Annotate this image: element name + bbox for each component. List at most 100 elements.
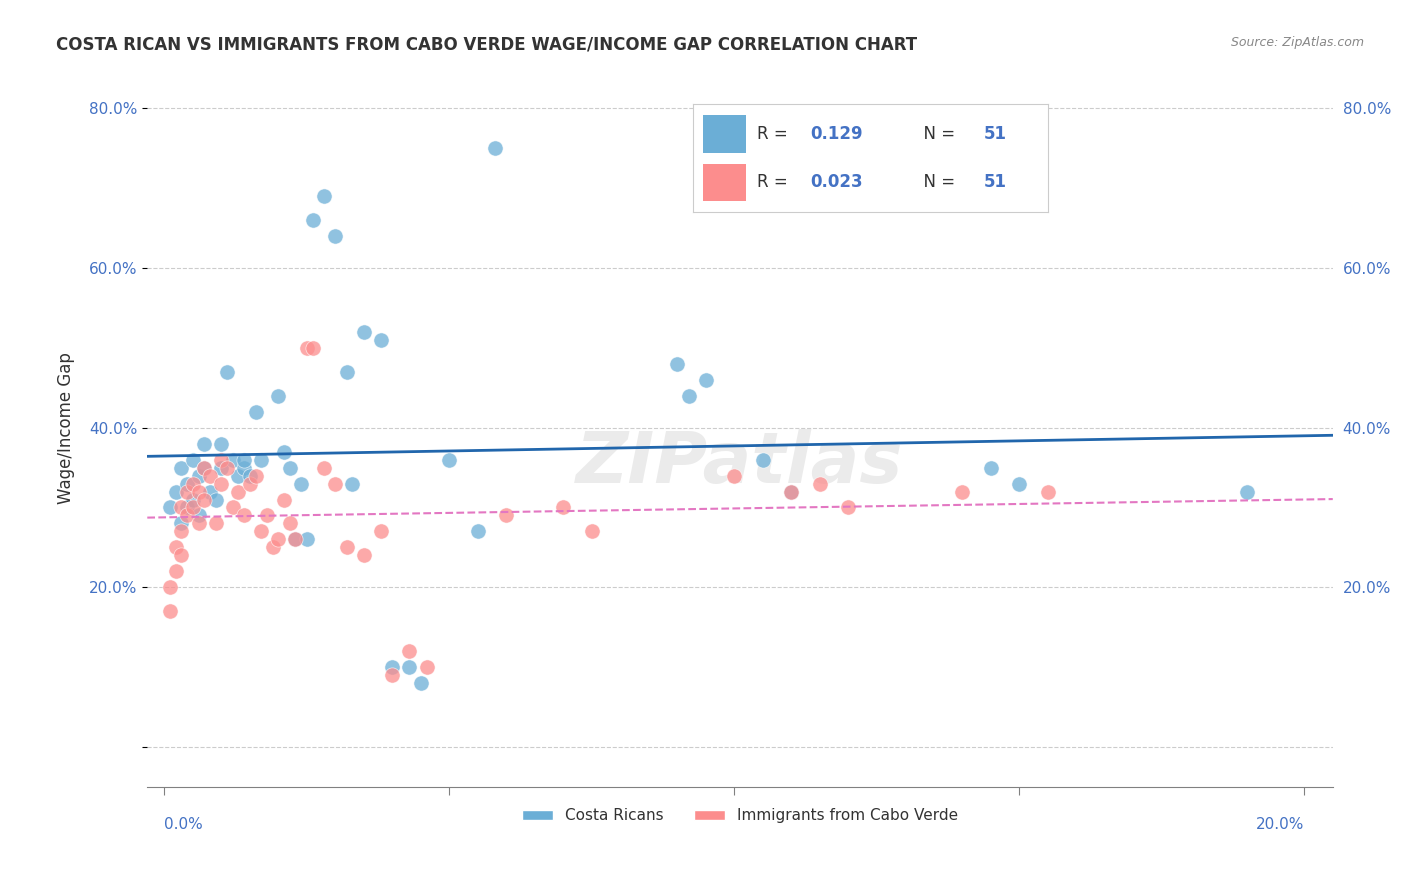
Point <box>752 452 775 467</box>
Point <box>666 357 689 371</box>
Point <box>193 492 215 507</box>
Point <box>312 460 335 475</box>
Point <box>267 389 290 403</box>
Point <box>187 484 209 499</box>
Point <box>342 476 364 491</box>
Point <box>193 436 215 450</box>
Point <box>301 213 323 227</box>
Point <box>233 460 256 475</box>
Point <box>193 460 215 475</box>
Point <box>262 541 284 555</box>
Point <box>1008 476 1031 491</box>
Point <box>312 189 335 203</box>
Point <box>1036 484 1059 499</box>
Point <box>209 436 232 450</box>
Point <box>336 365 359 379</box>
Point <box>336 541 359 555</box>
Point <box>228 468 250 483</box>
Point <box>678 389 700 403</box>
Point <box>209 476 232 491</box>
Point <box>176 500 198 515</box>
Point <box>723 468 745 483</box>
Point <box>301 341 323 355</box>
Point <box>170 549 193 563</box>
Point <box>398 644 420 658</box>
Point <box>295 533 318 547</box>
Point <box>181 476 204 491</box>
Point <box>198 468 221 483</box>
Point <box>228 484 250 499</box>
Point <box>176 508 198 523</box>
Legend: Costa Ricans, Immigrants from Cabo Verde: Costa Ricans, Immigrants from Cabo Verde <box>516 802 965 830</box>
Point <box>181 492 204 507</box>
Point <box>245 468 267 483</box>
Point <box>381 668 404 682</box>
Point <box>181 500 204 515</box>
Point <box>250 524 273 539</box>
Point <box>837 500 859 515</box>
Point <box>409 676 432 690</box>
Point <box>170 500 193 515</box>
Point <box>780 484 803 499</box>
Point <box>553 500 575 515</box>
Point <box>439 452 461 467</box>
Point <box>353 549 375 563</box>
Point <box>1236 484 1258 499</box>
Text: 20.0%: 20.0% <box>1256 817 1305 832</box>
Point <box>256 508 278 523</box>
Point <box>250 452 273 467</box>
Point <box>484 141 506 155</box>
Point <box>176 484 198 499</box>
Point <box>325 476 347 491</box>
Point <box>325 229 347 244</box>
Text: COSTA RICAN VS IMMIGRANTS FROM CABO VERDE WAGE/INCOME GAP CORRELATION CHART: COSTA RICAN VS IMMIGRANTS FROM CABO VERD… <box>56 36 917 54</box>
Point <box>209 460 232 475</box>
Point <box>239 476 262 491</box>
Point <box>159 604 181 618</box>
Point <box>198 484 221 499</box>
Point <box>370 333 392 347</box>
Point <box>233 452 256 467</box>
Point <box>159 580 181 594</box>
Point <box>204 492 226 507</box>
Point <box>170 516 193 531</box>
Point <box>187 508 209 523</box>
Point <box>295 341 318 355</box>
Point <box>170 460 193 475</box>
Point <box>353 325 375 339</box>
Point <box>204 516 226 531</box>
Point <box>808 476 831 491</box>
Text: ZIPatlas: ZIPatlas <box>576 429 904 498</box>
Point <box>165 484 187 499</box>
Point <box>273 444 295 458</box>
Point <box>239 468 262 483</box>
Point <box>467 524 489 539</box>
Text: Source: ZipAtlas.com: Source: ZipAtlas.com <box>1230 36 1364 49</box>
Point <box>165 565 187 579</box>
Point <box>950 484 973 499</box>
Point <box>980 460 1002 475</box>
Point <box>780 484 803 499</box>
Y-axis label: Wage/Income Gap: Wage/Income Gap <box>58 351 75 504</box>
Point <box>278 460 301 475</box>
Point <box>273 492 295 507</box>
Point <box>187 468 209 483</box>
Point <box>176 476 198 491</box>
Point <box>278 516 301 531</box>
Point <box>495 508 517 523</box>
Point <box>581 524 603 539</box>
Point <box>284 533 307 547</box>
Point <box>370 524 392 539</box>
Point <box>245 405 267 419</box>
Point <box>170 524 193 539</box>
Point <box>209 452 232 467</box>
Point <box>193 460 215 475</box>
Point <box>159 500 181 515</box>
Point <box>222 452 245 467</box>
Point <box>398 660 420 674</box>
Point <box>217 460 239 475</box>
Point <box>187 516 209 531</box>
Point <box>233 508 256 523</box>
Point <box>217 365 239 379</box>
Point <box>695 373 717 387</box>
